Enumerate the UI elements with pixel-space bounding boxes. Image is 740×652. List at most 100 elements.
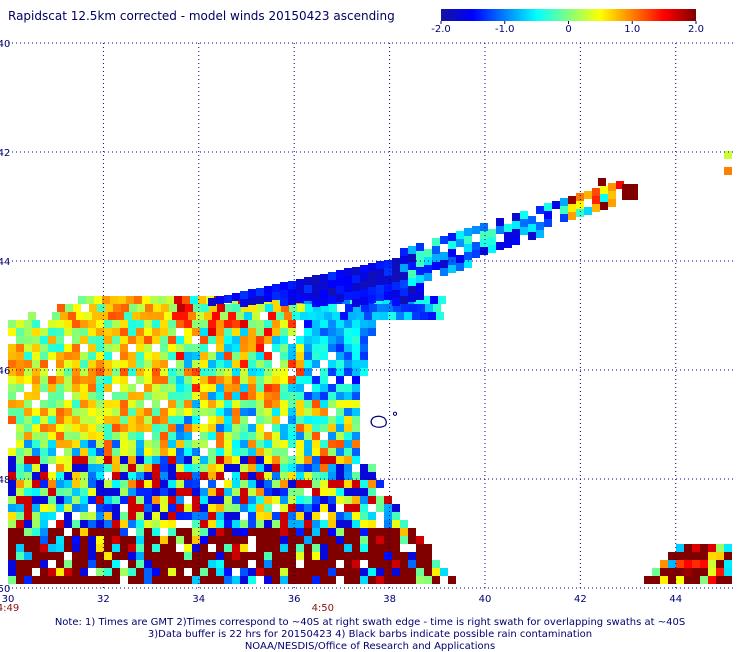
heatmap-cell (160, 520, 168, 528)
heatmap-cell (184, 424, 192, 432)
heatmap-cell (248, 440, 256, 448)
heatmap-cell (88, 520, 96, 528)
heatmap-cell (64, 416, 72, 424)
heatmap-cell (280, 290, 288, 298)
heatmap-cell (660, 560, 668, 568)
heatmap-cell (128, 328, 136, 336)
heatmap-cell (520, 211, 528, 219)
heatmap-cell (152, 488, 160, 496)
chart-title: Rapidscat 12.5km corrected - model winds… (8, 9, 395, 23)
heatmap-cell (16, 360, 24, 368)
heatmap-cell (104, 560, 112, 568)
heatmap-cell (16, 568, 24, 576)
heatmap-cell (296, 424, 304, 432)
heatmap-cell (16, 544, 24, 552)
heatmap-cell (232, 400, 240, 408)
heatmap-cell (568, 212, 576, 220)
heatmap-cell (272, 408, 280, 416)
heatmap-cell (32, 336, 40, 344)
heatmap-cell (40, 536, 48, 544)
heatmap-cell (120, 536, 128, 544)
heatmap-cell (168, 400, 176, 408)
heatmap-cell (52, 312, 60, 320)
heatmap-cell (376, 568, 384, 576)
heatmap-cell (416, 544, 424, 552)
heatmap-cell (464, 260, 472, 268)
heatmap-cell (24, 344, 32, 352)
heatmap-cell (320, 368, 328, 376)
heatmap-cell (684, 552, 692, 560)
heatmap-cell (136, 456, 144, 464)
heatmap-cell (232, 560, 240, 568)
heatmap-cell (104, 488, 112, 496)
heatmap-cell (344, 268, 352, 276)
heatmap-cell (256, 376, 264, 384)
heatmap-cell (312, 544, 320, 552)
heatmap-cell (72, 536, 80, 544)
heatmap-cell (360, 528, 368, 536)
heatmap-cell (16, 432, 24, 440)
heatmap-cell (312, 512, 320, 520)
heatmap-cell (240, 320, 248, 328)
heatmap-cell (248, 472, 256, 480)
heatmap-cell (192, 520, 200, 528)
heatmap-cell (424, 576, 432, 584)
heatmap-cell (256, 496, 264, 504)
heatmap-cell (120, 528, 128, 536)
heatmap-cell (608, 199, 616, 207)
heatmap-cell (192, 576, 200, 584)
heatmap-cell (137, 304, 145, 312)
heatmap-cell (32, 480, 40, 488)
heatmap-cell (152, 528, 160, 536)
heatmap-cell (144, 408, 152, 416)
heatmap-cell (200, 488, 208, 496)
heatmap-cell (160, 368, 168, 376)
heatmap-cell (344, 488, 352, 496)
heatmap-cell (676, 544, 684, 552)
heatmap-cell (352, 376, 360, 384)
heatmap-cell (80, 336, 88, 344)
heatmap-cell (392, 544, 400, 552)
heatmap-cell (176, 368, 184, 376)
heatmap-cell (56, 480, 64, 488)
heatmap-cell (184, 400, 192, 408)
heatmap-cell (56, 464, 64, 472)
heatmap-cell (652, 568, 660, 576)
heatmap-cell (392, 512, 400, 520)
heatmap-cell (272, 376, 280, 384)
heatmap-cell (80, 544, 88, 552)
heatmap-cell (64, 536, 72, 544)
heatmap-cell (200, 376, 208, 384)
heatmap-cell (352, 360, 360, 368)
heatmap-cell (136, 336, 144, 344)
heatmap-cell (304, 285, 312, 293)
heatmap-cell (504, 224, 512, 232)
heatmap-cell (112, 424, 120, 432)
heatmap-cell (232, 456, 240, 464)
heatmap-cell (217, 304, 225, 312)
heatmap-cell (716, 568, 724, 576)
heatmap-cell (329, 304, 337, 312)
heatmap-cell (24, 560, 32, 568)
heatmap-cell (32, 488, 40, 496)
heatmap-cell (96, 480, 104, 488)
heatmap-cell (692, 560, 700, 568)
heatmap-cell (256, 328, 264, 336)
heatmap-cell (152, 504, 160, 512)
heatmap-cell (224, 408, 232, 416)
heatmap-cell (160, 432, 168, 440)
heatmap-cell (296, 480, 304, 488)
heatmap-cell (584, 191, 592, 199)
heatmap-cell (120, 552, 128, 560)
heatmap-cell (296, 448, 304, 456)
heatmap-cell (400, 280, 408, 288)
heatmap-cell (144, 392, 152, 400)
heatmap-cell (144, 416, 152, 424)
heatmap-cell (96, 360, 104, 368)
heatmap-cell (368, 320, 376, 328)
heatmap-cell (488, 245, 496, 253)
heatmap-cell (240, 376, 248, 384)
heatmap-cell (134, 296, 142, 304)
heatmap-cell (448, 233, 456, 241)
heatmap-cell (80, 552, 88, 560)
